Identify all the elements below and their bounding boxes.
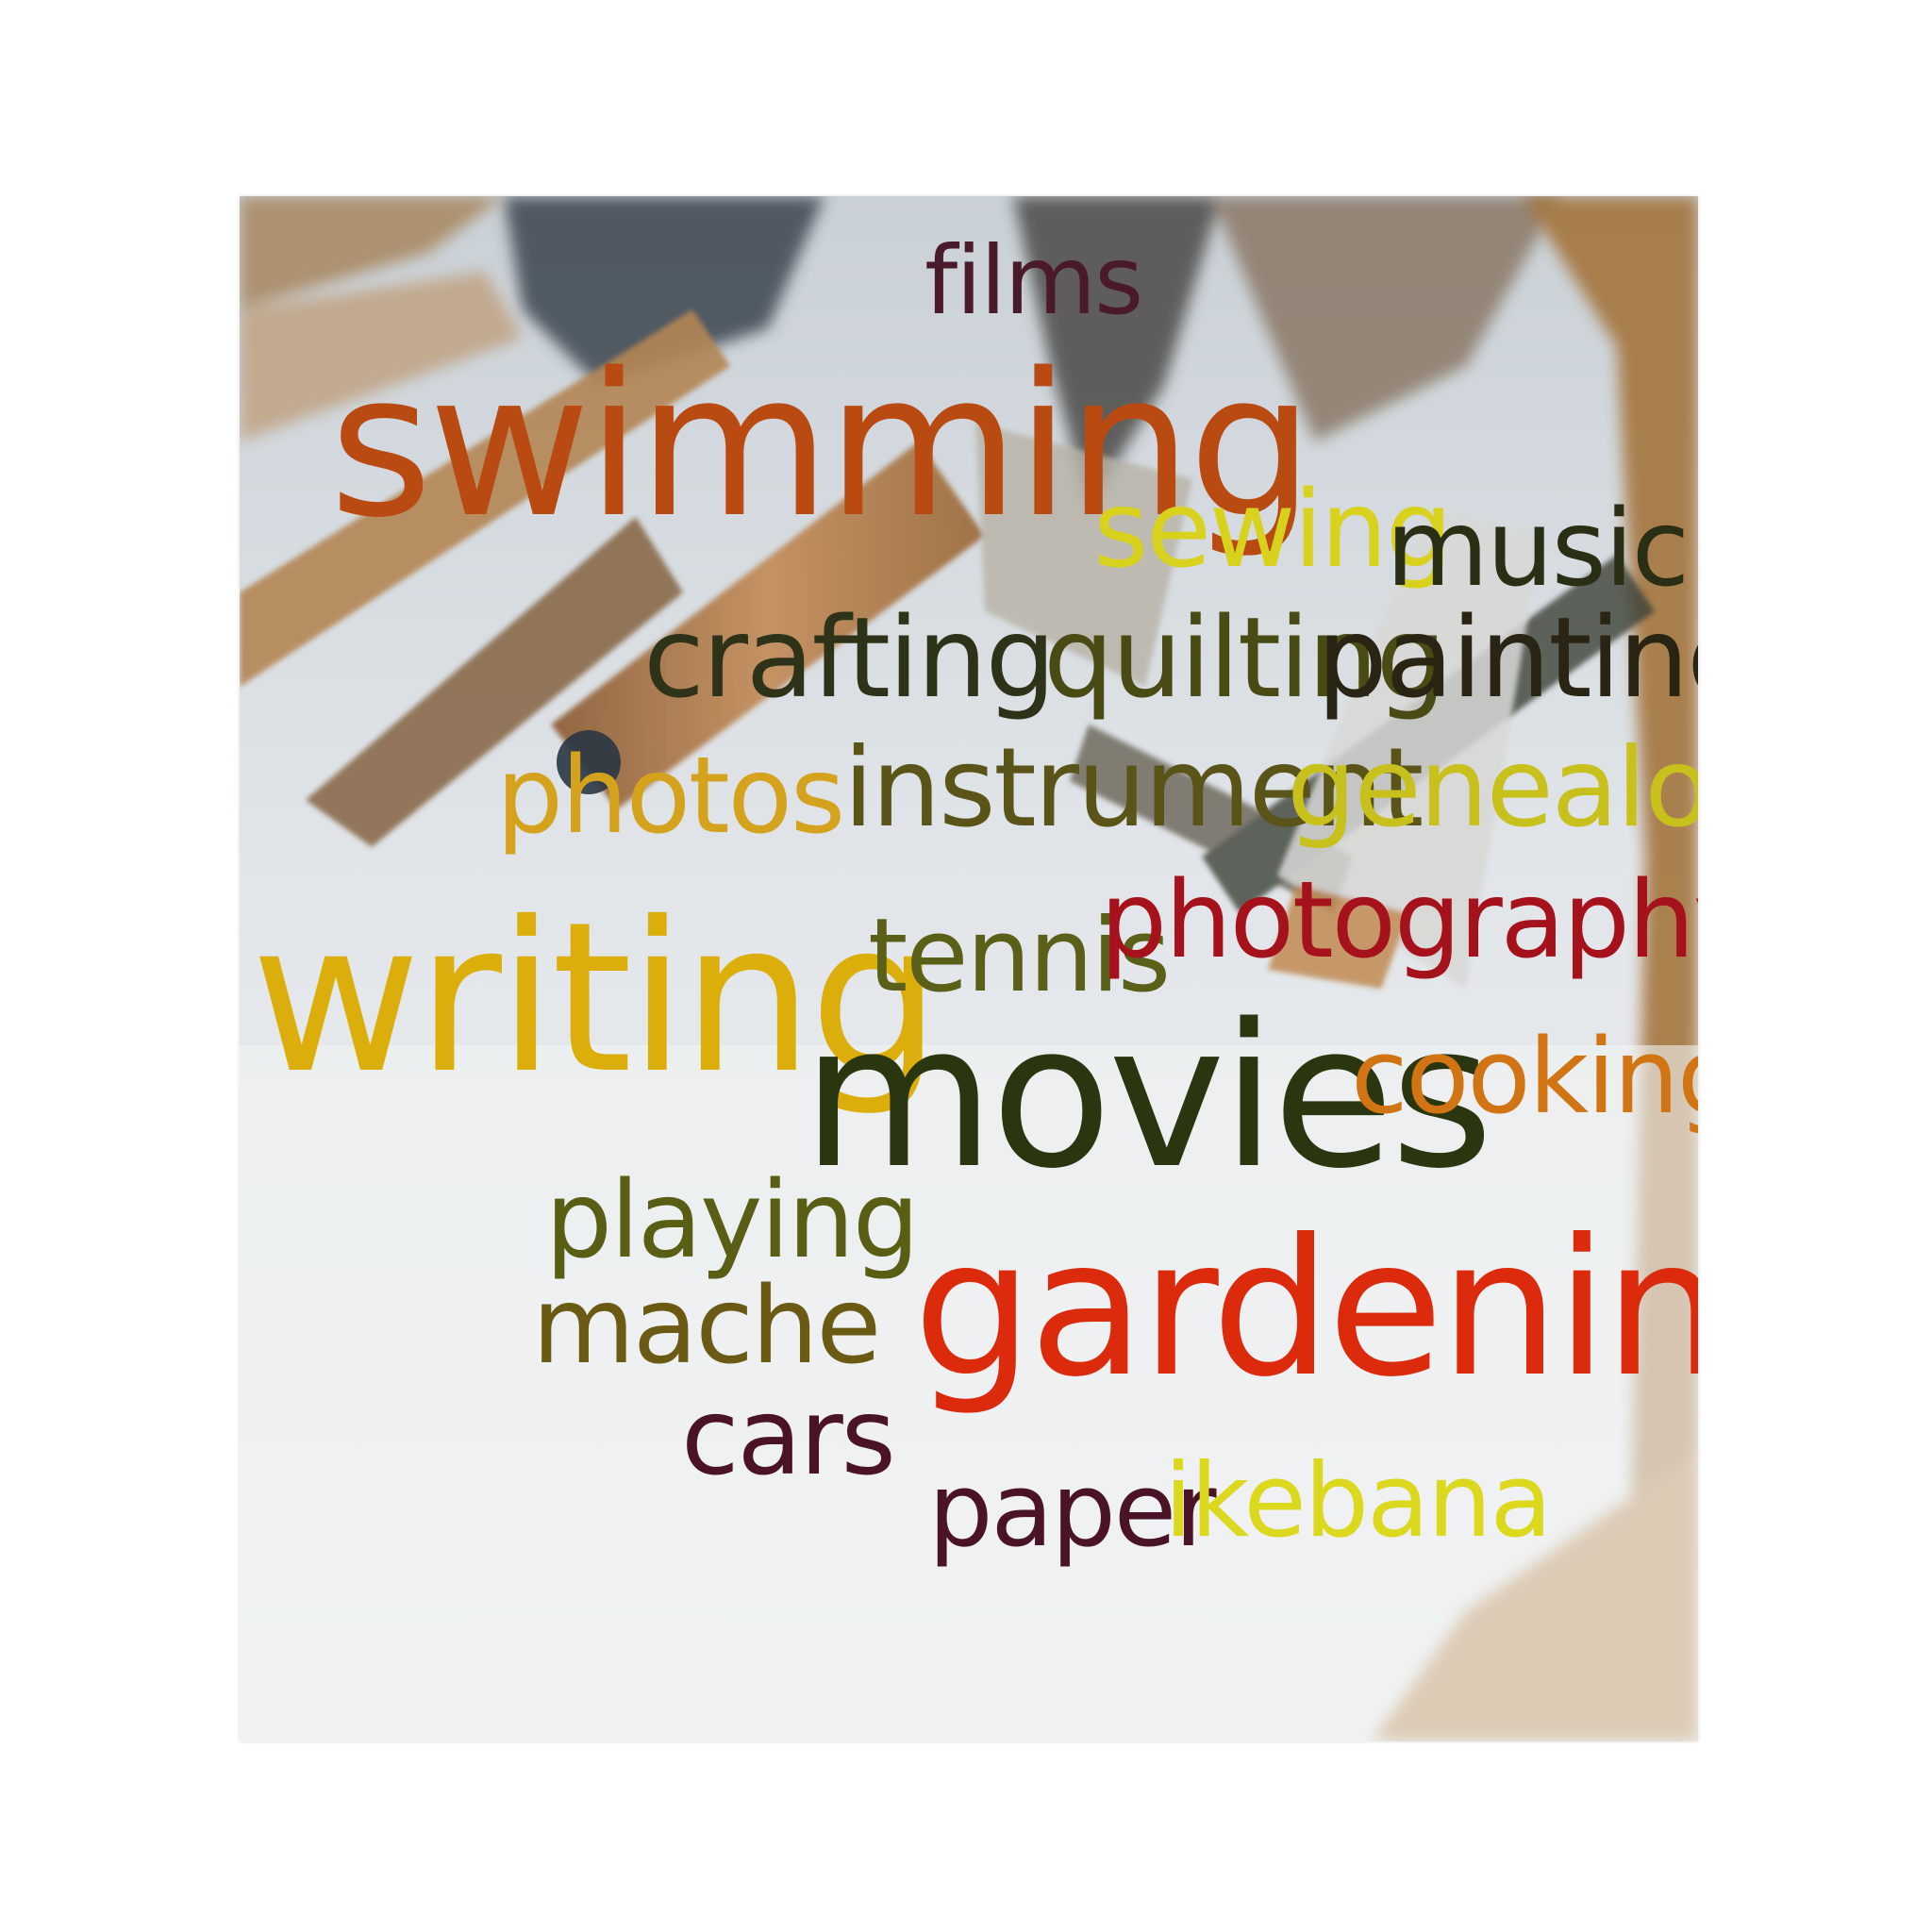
word-tennis: tennis: [868, 897, 1171, 1015]
word-movies: movies: [802, 981, 1493, 1212]
word-crafting: crafting: [643, 592, 1056, 723]
word-painting: painting: [1317, 592, 1698, 723]
word-music: music: [1386, 488, 1690, 610]
word-cars: cars: [681, 1376, 896, 1499]
word-paper: paper: [928, 1452, 1217, 1570]
word-ikebana: ikebana: [1164, 1442, 1553, 1560]
word-swimming: swimming: [329, 330, 1314, 561]
word-photography: photography: [1100, 859, 1698, 982]
word-photos: photos: [496, 735, 845, 858]
word-cooking: cooking: [1351, 1016, 1698, 1137]
word-genealogy: genealogy: [1287, 724, 1698, 852]
word-cloud-image: films swimming sewing music crafting qui…: [240, 196, 1698, 1741]
word-gardening: gardening: [913, 1199, 1698, 1419]
word-playing: playing: [545, 1159, 920, 1282]
word-instrument: instrument: [843, 724, 1424, 852]
word-sewing: sewing: [1093, 469, 1453, 591]
background-photo-tools: [240, 196, 1698, 1741]
word-quilting: quilting: [1043, 592, 1446, 723]
word-writing: writing: [251, 877, 941, 1119]
word-films: films: [924, 225, 1143, 336]
word-mache: mache: [532, 1265, 881, 1388]
